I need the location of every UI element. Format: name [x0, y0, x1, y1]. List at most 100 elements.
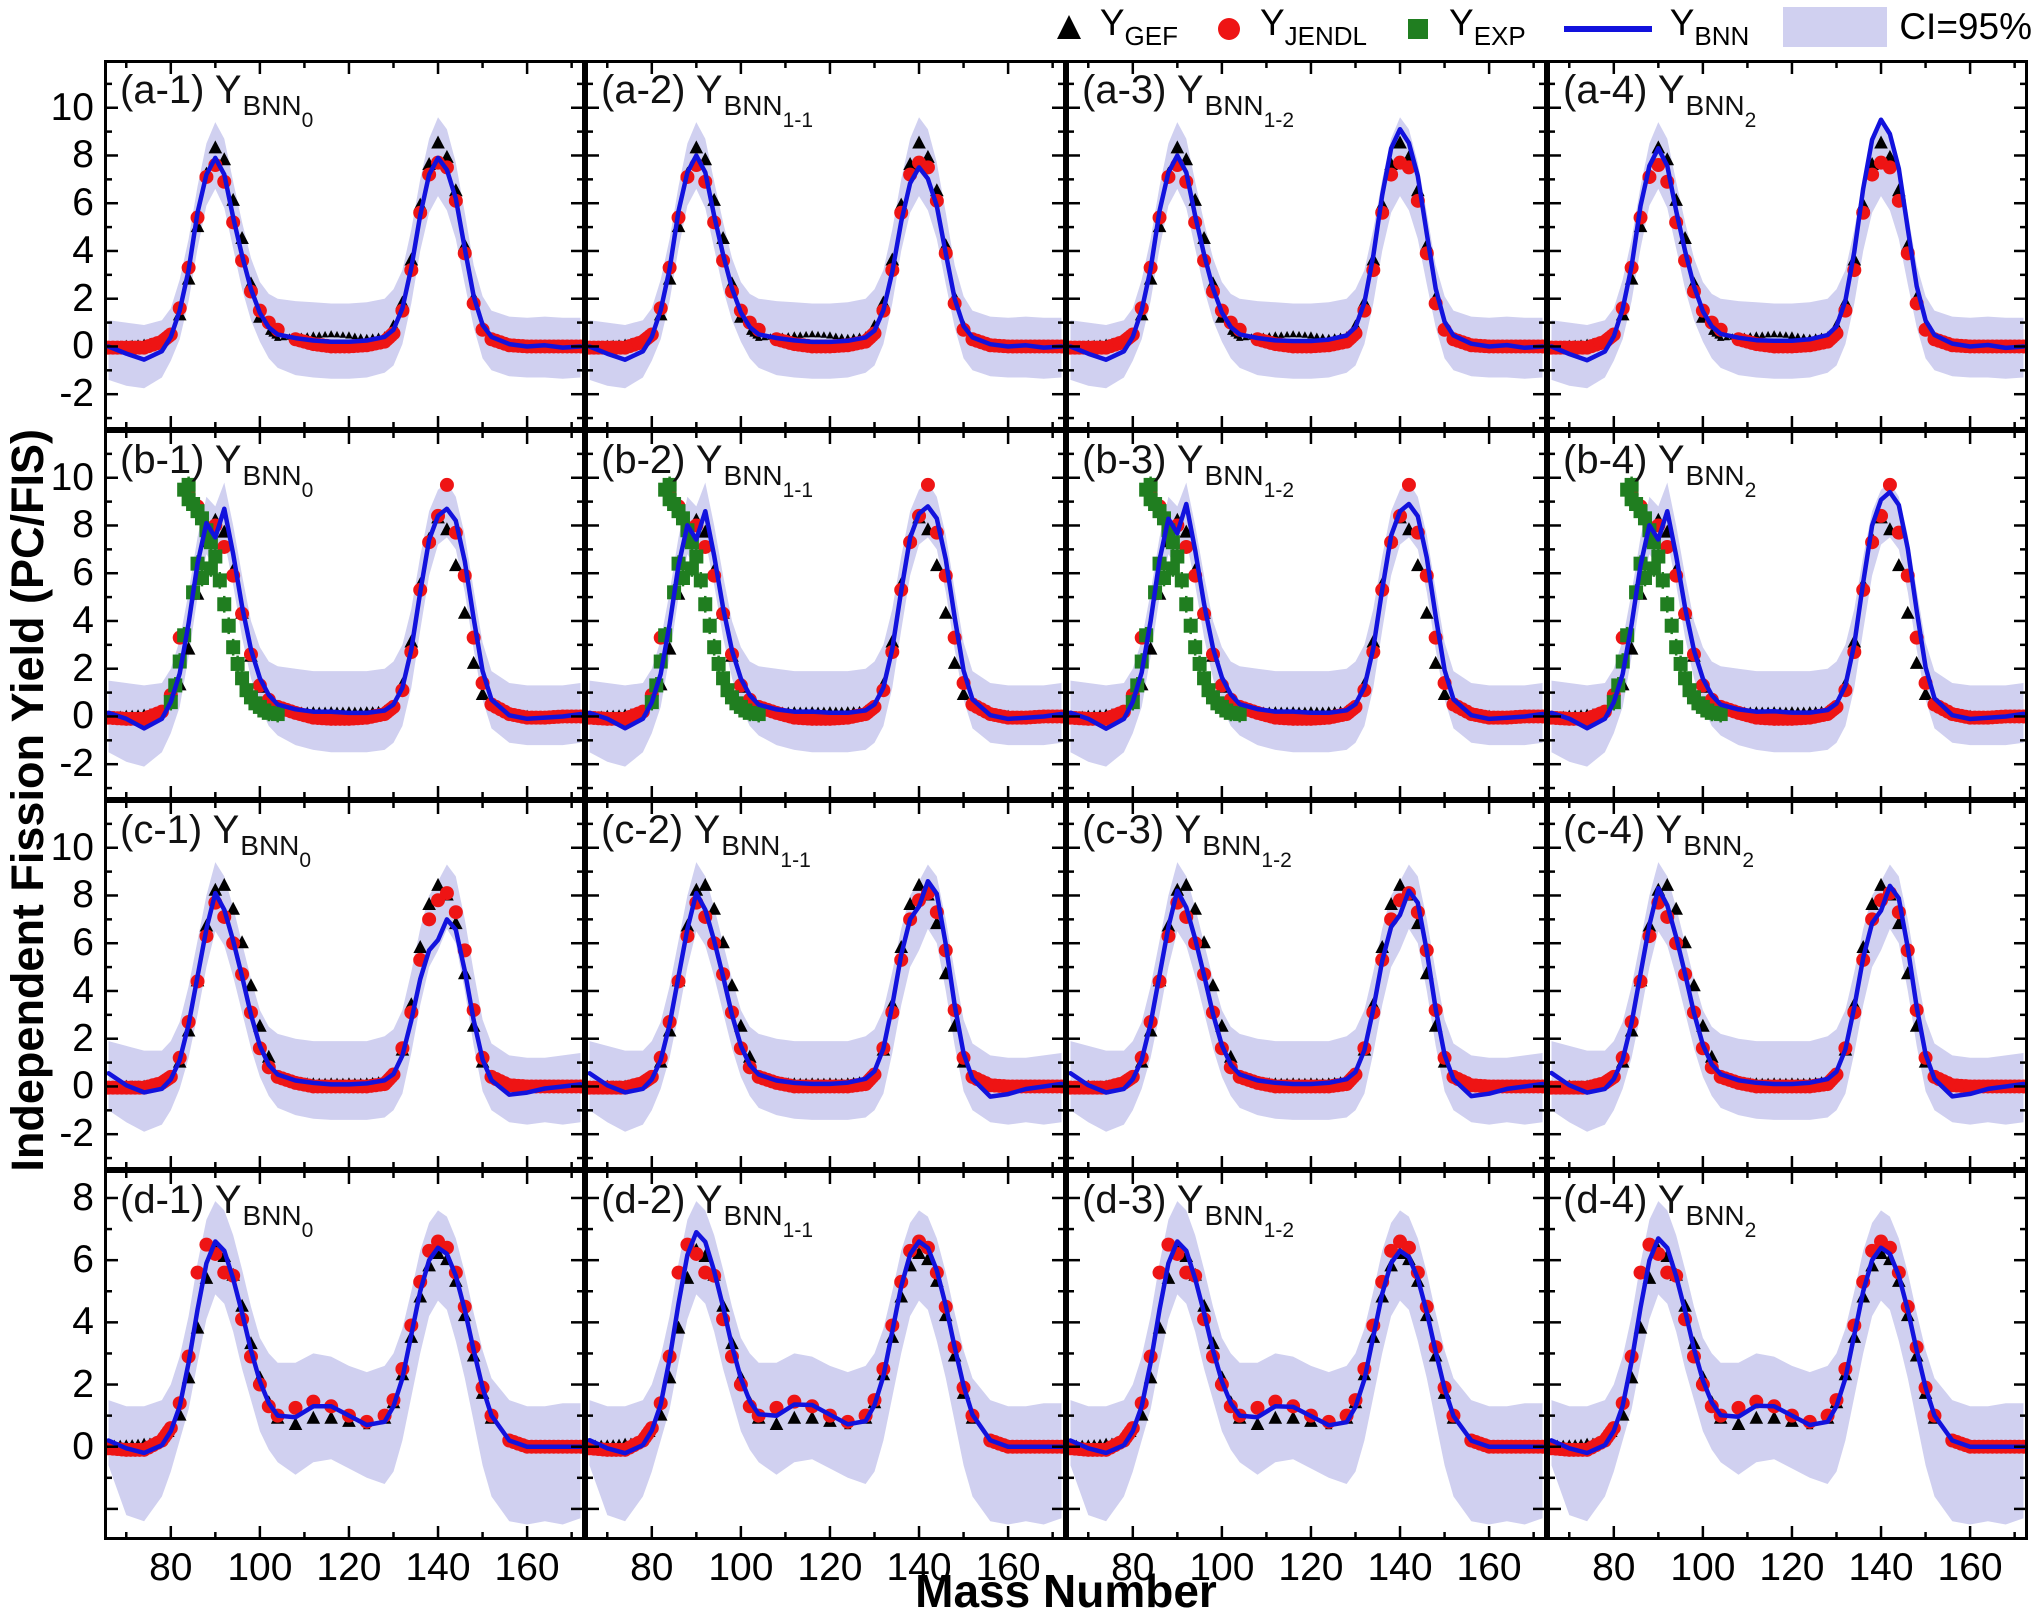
y-tick-label: 10 [50, 825, 94, 869]
x-tick-label: 100 [1189, 1546, 1255, 1589]
x-tick-label: 80 [630, 1546, 674, 1589]
y-tick-label: 0 [72, 1424, 94, 1468]
panel-plot-d-1 [104, 1170, 585, 1540]
y-tick-label: 8 [72, 873, 94, 917]
y-tick-label: 4 [72, 598, 94, 642]
panel-plot-a-3 [1066, 60, 1547, 430]
panel-a-1: (a-1) YBNN0 [104, 60, 585, 430]
series-bnn-line [587, 1229, 1064, 1456]
panel-b-2: (b-2) YBNN1-1 [585, 430, 1066, 800]
ci-band-swatch [1783, 7, 1888, 47]
panel-plot-c-4 [1547, 800, 2028, 1170]
series-bnn-line [1068, 126, 1545, 362]
panel-border [585, 800, 1066, 1170]
series-bnn-line [1549, 489, 2026, 731]
panel-border [1547, 1170, 2028, 1540]
series-bnn-line [587, 504, 1064, 731]
x-tick-label: 100 [1670, 1546, 1736, 1589]
series-bnn-line [587, 878, 1064, 1099]
y-tick-label: -2 [59, 1112, 94, 1156]
ci-band [1551, 482, 2024, 767]
panel-border [585, 1170, 1066, 1540]
series-bnn-line [1068, 888, 1545, 1099]
x-tick-label: 140 [405, 1546, 471, 1589]
legend-label: YBNN [1669, 2, 1750, 51]
panel-c-3: (c-3) YBNN1-2 [1066, 800, 1547, 1170]
panel-border [1066, 60, 1547, 430]
panel-a-2: (a-2) YBNN1-1 [585, 60, 1066, 430]
panel-border [1066, 1170, 1547, 1540]
panel-b-4: (b-4) YBNN2 [1547, 430, 2028, 800]
y-tick-label: 8 [72, 133, 94, 177]
x-tick-label: 100 [708, 1546, 774, 1589]
panel-plot-d-2 [585, 1170, 1066, 1540]
gef-triangle-icon [1052, 10, 1086, 44]
ci-band [108, 1201, 581, 1525]
ci-band [589, 1201, 1062, 1525]
panel-plot-b-2 [585, 430, 1066, 800]
panel-border [1066, 430, 1547, 800]
ci-band [108, 862, 581, 1132]
panel-plot-b-1 [104, 430, 585, 800]
legend-item-exp: YEXP [1401, 2, 1526, 52]
panel-border [1547, 60, 2028, 430]
panel-border [1547, 430, 2028, 800]
legend-item-jendl: YJENDL [1212, 2, 1367, 52]
panel-border [104, 800, 585, 1170]
series-bnn-line [1549, 1236, 2026, 1456]
panel-plot-a-2 [585, 60, 1066, 430]
panel-plot-c-2 [585, 800, 1066, 1170]
legend-label: YJENDL [1259, 2, 1368, 51]
x-tick-label: 140 [1848, 1546, 1914, 1589]
panel-d-1: (d-1) YBNN0 [104, 1170, 585, 1540]
panel-plot-b-3 [1066, 430, 1547, 800]
panel-a-4: (a-4) YBNN2 [1547, 60, 2028, 430]
legend-label: YGEF [1099, 2, 1178, 51]
exp-square-icon [1401, 10, 1435, 44]
panel-d-4: (d-4) YBNN2 [1547, 1170, 2028, 1540]
x-tick-label: 140 [886, 1546, 952, 1589]
x-axis-title: Mass Number [915, 1565, 1217, 1614]
panel-c-4: (c-4) YBNN2 [1547, 800, 2028, 1170]
y-tick-label: 10 [50, 455, 94, 499]
panel-plot-d-3 [1066, 1170, 1547, 1540]
series-bnn-line [587, 153, 1064, 362]
x-tick-label: 120 [797, 1546, 863, 1589]
x-tick-label: 120 [1278, 1546, 1344, 1589]
series-bnn-line [106, 1239, 583, 1456]
y-tick-label: 4 [72, 228, 94, 272]
panel-plot-a-1 [104, 60, 585, 430]
x-tick-label: 120 [1759, 1546, 1825, 1589]
panel-plot-c-3 [1066, 800, 1547, 1170]
bnn-line-icon [1560, 10, 1656, 44]
panel-plot-a-4 [1547, 60, 2028, 430]
panel-border [104, 1170, 585, 1540]
legend-item-ci: CI=95% [1783, 6, 2032, 48]
panel-c-2: (c-2) YBNN1-1 [585, 800, 1066, 1170]
y-tick-label: 8 [72, 503, 94, 547]
x-tick-label: 120 [316, 1546, 382, 1589]
panel-plot-d-4 [1547, 1170, 2028, 1540]
y-tick-label: 8 [72, 1175, 94, 1219]
series-bnn-line [106, 155, 583, 362]
ci-band [1070, 1201, 1543, 1525]
y-tick-label: 2 [72, 1016, 94, 1060]
y-tick-label: 10 [50, 85, 94, 129]
y-tick-label: 0 [72, 1064, 94, 1108]
x-tick-label: 100 [227, 1546, 293, 1589]
panel-b-1: (b-1) YBNN0 [104, 430, 585, 800]
legend-label: YEXP [1449, 2, 1526, 51]
panel-a-3: (a-3) YBNN1-2 [1066, 60, 1547, 430]
legend-item-bnn: YBNN [1560, 2, 1750, 52]
legend: YGEF YJENDL YEXP YBNN CI=95% [1018, 0, 2032, 54]
series-bnn-line [1068, 1239, 1545, 1456]
y-tick-label: -2 [59, 742, 94, 786]
series-jendl [1549, 1234, 2026, 1457]
panel-plot-c-1 [104, 800, 585, 1170]
x-tick-label: 160 [1937, 1546, 2003, 1589]
series-bnn-line [1549, 883, 2026, 1099]
panel-c-1: (c-1) YBNN0 [104, 800, 585, 1170]
series-bnn-line [1068, 501, 1545, 731]
panel-d-2: (d-2) YBNN1-1 [585, 1170, 1066, 1540]
